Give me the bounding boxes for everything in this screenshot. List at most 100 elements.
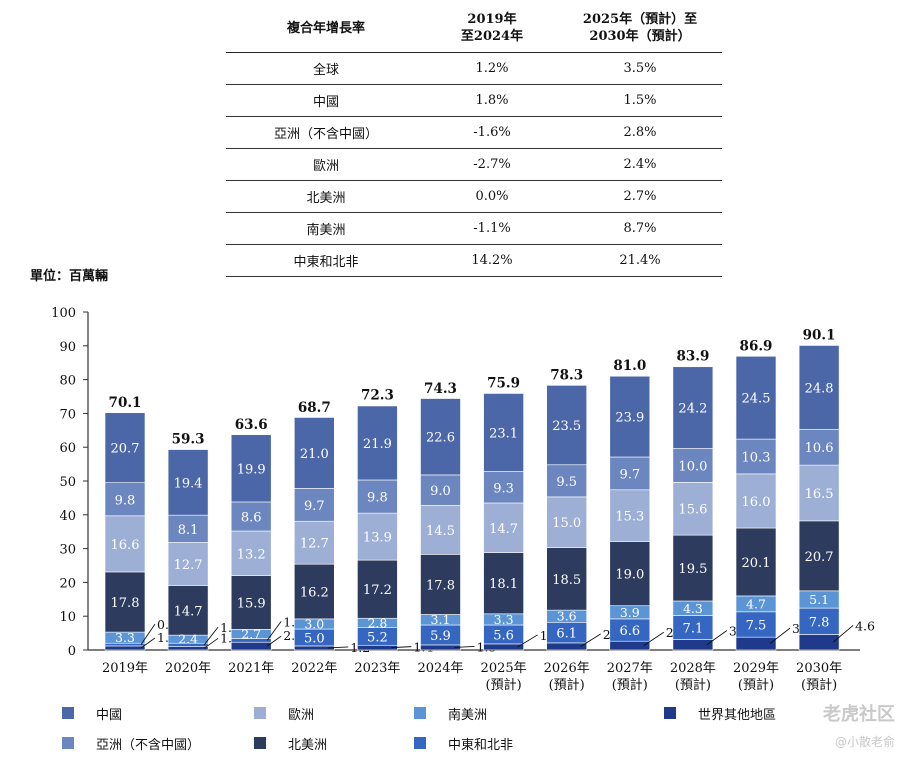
table-row: 中東和北非 14.2% 21.4% [226,244,722,277]
table-row: 南美洲 -1.1% 8.7% [226,212,722,245]
data-label: 9.7 [304,499,325,514]
y-tick-label: 70 [59,407,76,422]
table-row: 亞洲（不含中國） -1.6% 2.8% [226,116,722,149]
table-row: 全球 1.2% 3.5% [226,52,722,85]
y-tick-label: 50 [59,475,76,490]
data-label: 7.1 [683,622,704,637]
total-label: 63.6 [235,417,268,433]
legend-swatch [254,707,266,719]
bar-segment [420,554,461,615]
x-tick-label: (預計) [738,677,774,693]
total-label: 86.9 [740,338,773,354]
data-label: 15.0 [552,516,581,531]
data-label: 4.6 [855,618,875,633]
bar-segment [609,640,651,651]
bar-segment [357,512,398,561]
legend-item: 中國 [62,702,122,724]
row-region: 中國 [226,84,426,117]
bar-segment [230,575,272,630]
bar-segment [609,541,651,607]
watermark-handle: @小散老俞 [834,735,895,749]
bar-segment [735,438,777,475]
row-value-a: 1.2% [426,52,558,85]
bar-segment [798,464,840,522]
row-value-a: 14.2% [426,244,558,277]
bar-segment [167,449,209,516]
data-label: 3.0 [304,616,324,631]
data-label: 20.7 [111,442,140,457]
x-tick-label: (預計) [486,677,522,693]
data-label: 9.0 [430,484,451,499]
data-label: 6.1 [556,627,577,642]
data-label: 16.5 [805,487,834,502]
bar-segment [546,496,588,548]
bar-segment [357,405,398,481]
bar-segment [230,434,272,503]
data-label: 3.6 [557,609,577,624]
bar-segment [483,552,524,615]
x-tick-label: (預計) [801,677,837,693]
x-tick-label: 2026年 [544,661,590,676]
row-value-b: 2.4% [558,148,722,181]
leader-line [832,625,854,643]
legend-item: 中東和北非 [414,732,513,754]
x-tick-label: 2021年 [228,661,274,676]
bar-segment [167,585,209,636]
data-label: 12.7 [300,537,329,552]
bar-segment [104,412,146,483]
x-tick-label: 2025年 [481,661,527,676]
total-label: 75.9 [487,375,520,391]
bar-segment [672,482,714,536]
bar-segment [735,355,777,440]
bar-segment [483,393,524,472]
header-b-line2: 2030年（預計） [589,29,691,44]
data-label: 9.3 [493,481,514,496]
data-label: 4.7 [746,596,766,611]
x-tick-label: 2020年 [165,661,211,676]
total-label: 90.1 [803,327,836,343]
data-label: 14.5 [426,524,455,539]
leader-line [203,626,219,646]
data-label: 3.3 [494,612,514,627]
legend-label: 南美洲 [448,707,488,723]
header-region: 複合年增長率 [226,4,426,53]
legend-label: 中國 [96,707,123,723]
leader-line [706,630,728,646]
x-tick-label: 2023年 [354,661,400,676]
row-region: 歐洲 [226,148,426,181]
leader-line [140,623,156,645]
x-tick-label: 2027年 [607,661,653,676]
total-label: 68.7 [298,400,331,416]
bar-segment [483,502,524,553]
row-region: 亞洲（不含中國） [226,116,426,149]
x-tick-label: 2028年 [670,661,716,676]
row-value-a: 0.0% [426,180,558,213]
bar-segment [293,488,335,522]
data-label: 19.4 [174,476,203,491]
data-label: 5.0 [304,631,325,646]
row-region: 中東和北非 [226,244,426,277]
bar-segment [104,645,146,651]
bar-segment [609,456,651,491]
data-label: 14.7 [489,522,518,537]
data-label: 10.6 [805,441,834,456]
data-label: 20.7 [805,550,834,565]
table-row: 中國 1.8% 1.5% [226,84,722,117]
legend-item: 歐洲 [254,702,314,724]
table-row: 北美洲 0.0% 2.7% [226,180,722,213]
bar-segment [167,514,209,543]
bar-segment [609,489,651,542]
total-label: 81.0 [613,358,646,374]
leader-line [769,627,791,644]
data-label: 15.9 [237,597,266,612]
total-label: 78.3 [550,367,583,383]
legend-item: 北美洲 [254,732,327,754]
data-label: 17.8 [111,596,140,611]
bar-segment [167,646,209,651]
legend-swatch [414,737,426,749]
x-tick-label: 2030年 [796,661,842,676]
total-label: 72.3 [361,388,394,404]
row-value-b: 2.7% [558,180,722,213]
data-label: 19.9 [237,462,266,477]
bar-segment [230,501,272,532]
